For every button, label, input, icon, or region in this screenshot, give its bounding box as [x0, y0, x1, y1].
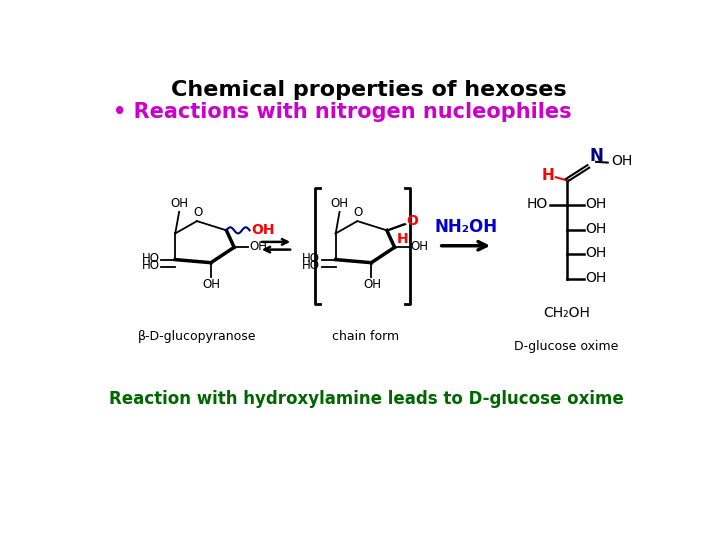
Text: OH: OH	[585, 222, 606, 236]
Text: H: H	[541, 168, 554, 183]
Text: OH: OH	[611, 154, 633, 168]
Text: OH: OH	[363, 278, 381, 291]
Text: CH₂OH: CH₂OH	[543, 306, 590, 320]
Text: β-D-glucopyranose: β-D-glucopyranose	[138, 330, 256, 343]
Text: H: H	[397, 232, 408, 246]
Text: HO: HO	[527, 197, 548, 211]
Text: N: N	[590, 147, 604, 165]
Text: OH: OH	[170, 197, 188, 211]
Text: OH: OH	[585, 197, 606, 211]
Text: Reaction with hydroxylamine leads to D-glucose oxime: Reaction with hydroxylamine leads to D-g…	[109, 390, 624, 408]
Text: OH: OH	[410, 240, 428, 253]
Text: chain form: chain form	[332, 330, 399, 343]
Text: NH₂OH: NH₂OH	[434, 218, 498, 236]
Text: O: O	[193, 206, 202, 219]
Text: OH: OH	[250, 240, 268, 253]
Text: HO: HO	[142, 252, 160, 265]
Text: O: O	[406, 214, 418, 228]
Text: HO: HO	[142, 259, 160, 272]
Text: D-glucose oxime: D-glucose oxime	[514, 340, 618, 354]
Text: OH: OH	[585, 271, 606, 285]
Text: • Reactions with nitrogen nucleophiles: • Reactions with nitrogen nucleophiles	[113, 102, 572, 122]
Text: Chemical properties of hexoses: Chemical properties of hexoses	[171, 80, 567, 100]
Text: OH: OH	[585, 246, 606, 260]
Text: OH: OH	[202, 278, 220, 291]
Text: OH: OH	[251, 222, 275, 237]
Text: OH: OH	[330, 197, 348, 211]
Text: HO: HO	[302, 259, 320, 272]
Text: O: O	[354, 206, 363, 219]
Text: HO: HO	[302, 252, 320, 265]
